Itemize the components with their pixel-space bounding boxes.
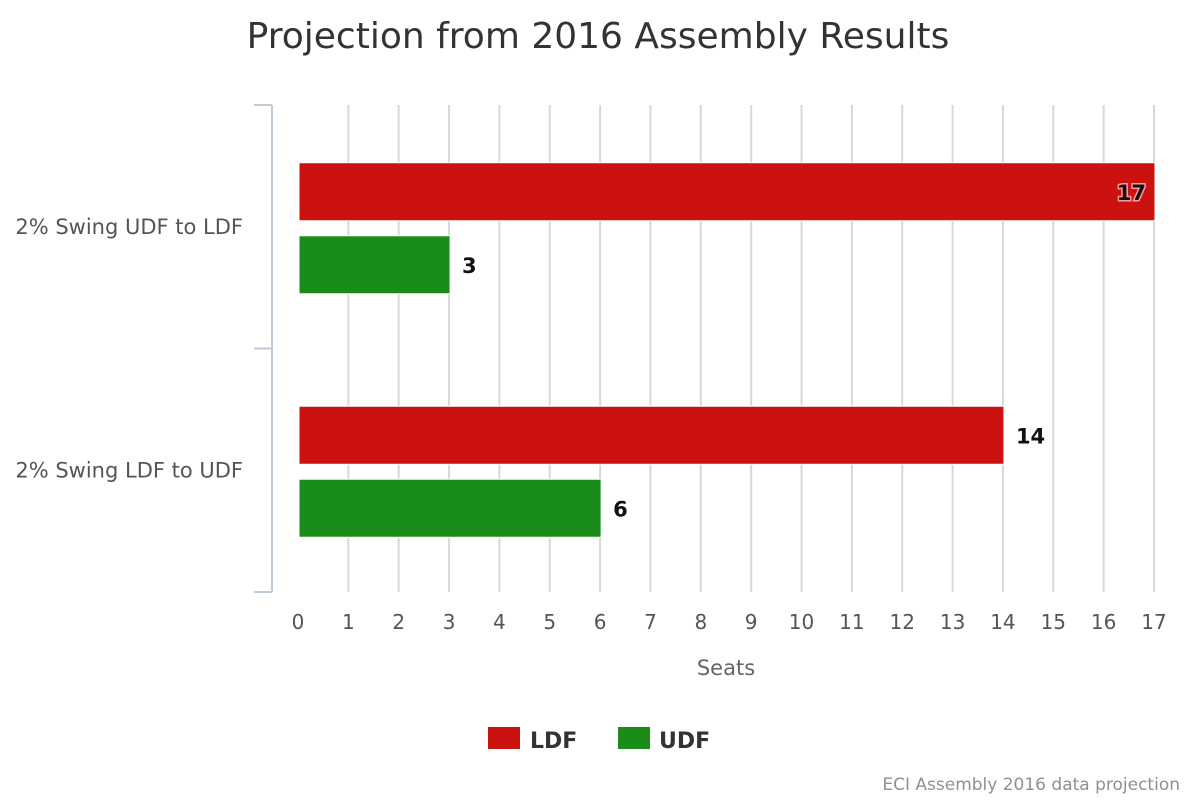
bar-udf[interactable] bbox=[298, 478, 602, 538]
x-tick-label: 14 bbox=[990, 610, 1015, 634]
x-tick-label: 13 bbox=[940, 610, 965, 634]
x-tick-label: 6 bbox=[594, 610, 607, 634]
data-label: 3 bbox=[462, 254, 477, 278]
category-axis: 2% Swing UDF to LDF 2% Swing LDF to UDF bbox=[15, 104, 273, 593]
x-tick-label: 5 bbox=[543, 610, 556, 634]
x-axis-title: Seats bbox=[697, 656, 755, 680]
legend[interactable]: LDF UDF bbox=[488, 727, 710, 754]
x-tick-label: 17 bbox=[1141, 610, 1166, 634]
legend-swatch bbox=[488, 727, 520, 749]
data-label: 14 bbox=[1016, 424, 1045, 448]
legend-swatch bbox=[618, 727, 650, 749]
x-tick-label: 3 bbox=[443, 610, 456, 634]
legend-label: UDF bbox=[659, 729, 710, 754]
x-tick-label: 4 bbox=[493, 610, 506, 634]
x-tick-label: 11 bbox=[839, 610, 864, 634]
legend-label: LDF bbox=[530, 729, 577, 754]
category-label: 2% Swing LDF to UDF bbox=[15, 458, 243, 482]
x-tick-label: 15 bbox=[1041, 610, 1066, 634]
legend-item-udf[interactable]: UDF bbox=[618, 727, 710, 754]
x-tick-label: 12 bbox=[890, 610, 915, 634]
data-label: 17 bbox=[1117, 181, 1146, 205]
data-labels: 17 3 14 6 bbox=[462, 179, 1147, 521]
bar-ldf[interactable] bbox=[298, 405, 1005, 465]
x-tick-label: 0 bbox=[292, 610, 305, 634]
x-tick-label: 10 bbox=[789, 610, 814, 634]
data-label: 6 bbox=[613, 497, 628, 521]
x-tick-label: 8 bbox=[694, 610, 707, 634]
chart-title: Projection from 2016 Assembly Results bbox=[247, 16, 950, 57]
category-label: 2% Swing UDF to LDF bbox=[15, 215, 243, 239]
bar-udf[interactable] bbox=[298, 235, 451, 295]
x-tick-label: 1 bbox=[342, 610, 355, 634]
x-tick-label: 9 bbox=[745, 610, 758, 634]
bars bbox=[298, 162, 1156, 538]
legend-item-ldf[interactable]: LDF bbox=[488, 727, 577, 754]
x-axis-ticks: 0 1 2 3 4 5 6 7 8 9 10 11 12 13 14 15 16 17 bbox=[292, 610, 1167, 634]
x-tick-label: 2 bbox=[392, 610, 405, 634]
x-tick-label: 16 bbox=[1091, 610, 1116, 634]
bar-ldf[interactable] bbox=[298, 162, 1156, 222]
credits-text: ECI Assembly 2016 data projection bbox=[882, 775, 1180, 795]
x-tick-label: 7 bbox=[644, 610, 657, 634]
